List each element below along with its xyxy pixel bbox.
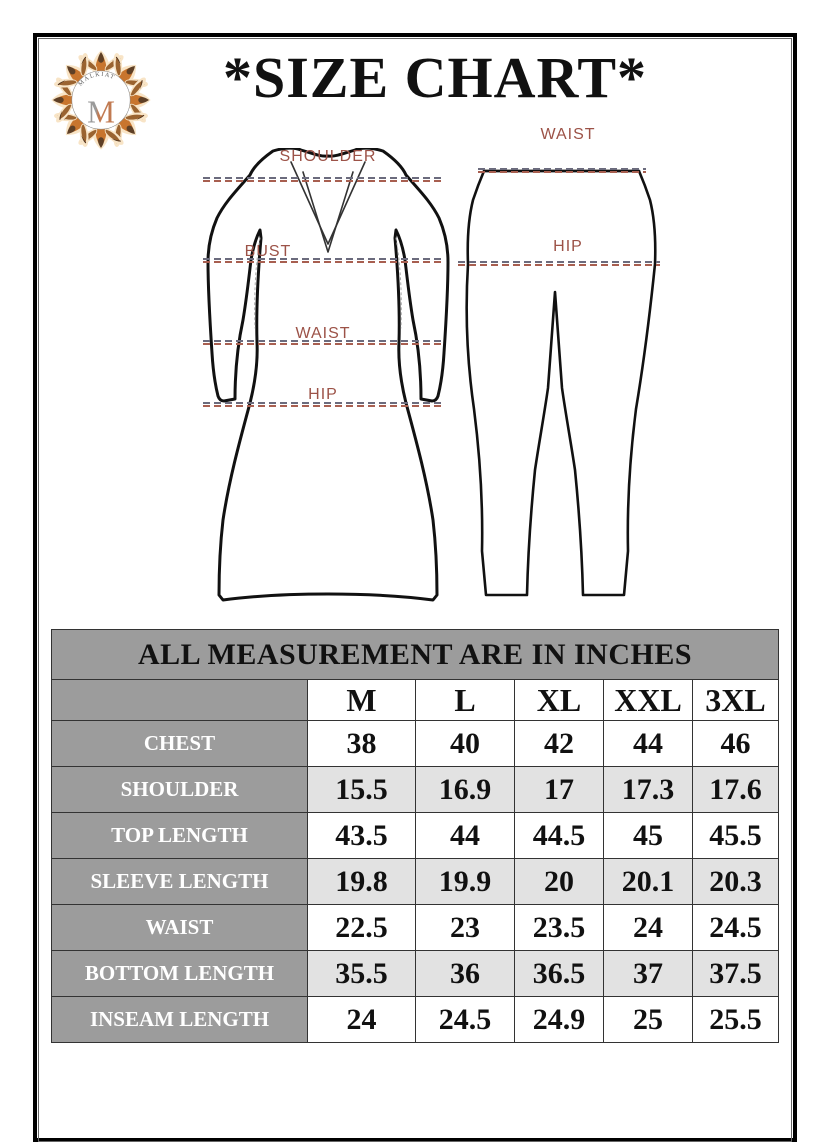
svg-text:M: M [87, 95, 115, 130]
